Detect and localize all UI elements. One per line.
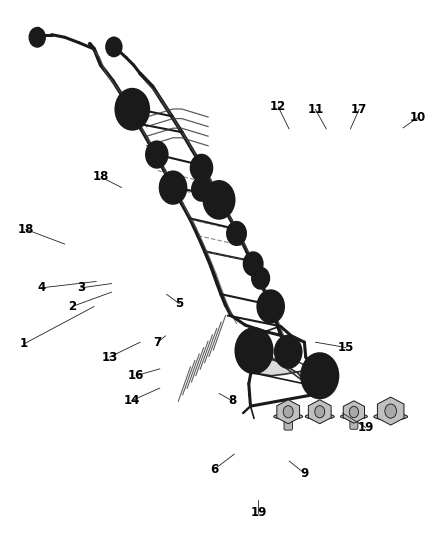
Circle shape <box>166 180 180 196</box>
Circle shape <box>252 268 269 289</box>
Ellipse shape <box>340 414 367 419</box>
Text: 9: 9 <box>300 467 308 480</box>
Circle shape <box>191 155 212 181</box>
Text: 18: 18 <box>17 223 34 236</box>
Circle shape <box>29 28 45 47</box>
Ellipse shape <box>274 414 303 419</box>
Text: 11: 11 <box>307 103 324 116</box>
Polygon shape <box>277 400 300 424</box>
Text: 2: 2 <box>68 300 76 313</box>
Text: 1: 1 <box>20 337 28 350</box>
Circle shape <box>249 344 259 357</box>
Polygon shape <box>254 357 329 392</box>
Text: 15: 15 <box>338 341 354 354</box>
Circle shape <box>211 191 227 209</box>
Text: 14: 14 <box>123 394 140 407</box>
FancyBboxPatch shape <box>284 415 293 430</box>
Circle shape <box>227 222 246 245</box>
FancyBboxPatch shape <box>350 415 358 429</box>
Ellipse shape <box>305 414 334 419</box>
Circle shape <box>152 149 162 160</box>
Circle shape <box>110 42 118 52</box>
Circle shape <box>197 184 206 195</box>
Circle shape <box>283 406 293 418</box>
Text: 10: 10 <box>410 111 427 124</box>
Polygon shape <box>308 400 331 424</box>
Circle shape <box>301 353 338 398</box>
Circle shape <box>160 172 186 204</box>
Text: 6: 6 <box>211 463 219 475</box>
Text: 18: 18 <box>92 171 109 183</box>
Circle shape <box>236 328 272 373</box>
Text: 16: 16 <box>127 369 144 382</box>
Circle shape <box>243 337 265 364</box>
Circle shape <box>124 99 141 119</box>
Circle shape <box>106 37 122 56</box>
Circle shape <box>385 404 396 418</box>
Circle shape <box>314 369 325 382</box>
Circle shape <box>33 33 41 42</box>
Text: 4: 4 <box>38 281 46 294</box>
Circle shape <box>249 259 258 269</box>
Circle shape <box>244 252 263 276</box>
Circle shape <box>315 406 325 418</box>
Circle shape <box>197 162 206 174</box>
Circle shape <box>192 177 211 201</box>
Circle shape <box>282 344 295 360</box>
Circle shape <box>264 298 277 314</box>
Polygon shape <box>378 397 404 425</box>
Circle shape <box>275 336 301 368</box>
Polygon shape <box>343 401 364 423</box>
Text: 12: 12 <box>270 100 286 113</box>
Text: 3: 3 <box>77 281 85 294</box>
Text: 17: 17 <box>351 103 367 116</box>
Text: 13: 13 <box>101 351 118 364</box>
Circle shape <box>232 228 241 239</box>
Circle shape <box>204 181 234 219</box>
Text: 19: 19 <box>250 506 267 519</box>
Circle shape <box>309 362 331 389</box>
Circle shape <box>257 273 265 283</box>
Circle shape <box>146 141 168 168</box>
Text: 7: 7 <box>154 336 162 349</box>
Circle shape <box>349 406 359 418</box>
Text: 5: 5 <box>176 297 184 310</box>
Text: 8: 8 <box>228 394 236 407</box>
Ellipse shape <box>374 414 407 420</box>
Circle shape <box>116 89 149 130</box>
Text: 19: 19 <box>357 421 374 434</box>
Circle shape <box>258 290 284 322</box>
